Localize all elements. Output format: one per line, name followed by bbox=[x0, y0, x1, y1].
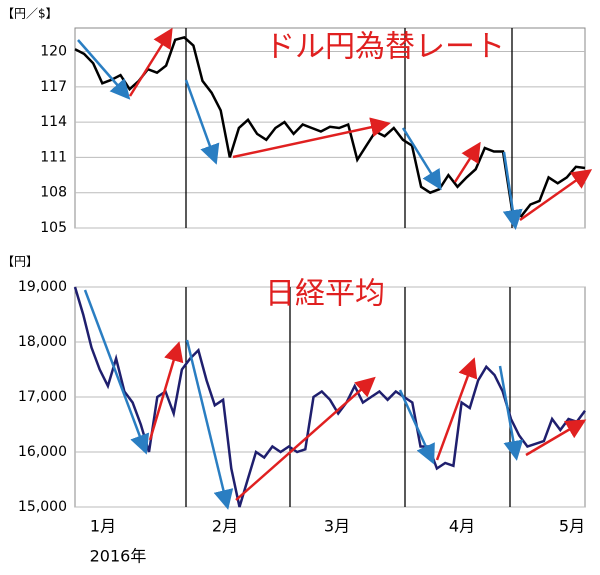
arrow bbox=[232, 117, 391, 159]
y-axis-label: 【円／$】 bbox=[2, 7, 58, 21]
y-tick-label: 15,000 bbox=[18, 499, 67, 515]
y-tick-label: 105 bbox=[40, 220, 67, 236]
arrow bbox=[184, 79, 220, 165]
arrow bbox=[148, 341, 184, 441]
arrow bbox=[502, 151, 523, 230]
y-tick-label: 16,000 bbox=[18, 444, 67, 460]
arrow bbox=[453, 141, 481, 183]
arrow bbox=[519, 169, 593, 222]
x-tick-label: 1月 bbox=[90, 517, 116, 536]
arrow bbox=[185, 339, 234, 510]
y-tick-label: 108 bbox=[40, 185, 67, 201]
y-axis-label: 【円】 bbox=[2, 255, 38, 269]
arrow bbox=[235, 376, 376, 501]
data-line bbox=[73, 286, 587, 508]
y-tick-label: 18,000 bbox=[18, 334, 67, 350]
y-tick-label: 19,000 bbox=[18, 279, 67, 295]
chart-title: 日経平均 bbox=[265, 277, 385, 312]
arrow bbox=[401, 127, 442, 191]
arrow bbox=[398, 389, 435, 465]
x-tick-label: 3月 bbox=[324, 517, 350, 536]
arrow bbox=[498, 365, 524, 461]
trend-arrows bbox=[77, 27, 593, 510]
y-tick-label: 111 bbox=[40, 149, 67, 165]
x-axis-title: 2016年 bbox=[90, 547, 147, 566]
plots: 105 108 111 114 117 120 【円／$】ドル円為替レート 15,000 16,… bbox=[2, 7, 587, 566]
arrow bbox=[435, 357, 478, 461]
arrow bbox=[128, 27, 173, 97]
y-tick-label: 17,000 bbox=[18, 389, 67, 405]
y-tick-label: 120 bbox=[40, 44, 67, 60]
arrow bbox=[83, 289, 150, 455]
y-tick-label: 117 bbox=[40, 79, 67, 95]
x-tick-label: 2月 bbox=[212, 517, 238, 536]
x-tick-label: 5月 bbox=[559, 517, 585, 536]
y-tick-label: 114 bbox=[40, 114, 67, 130]
arrow bbox=[77, 39, 131, 100]
data-line bbox=[74, 36, 586, 218]
chart-title: ドル円為替レート bbox=[265, 30, 505, 65]
x-tick-label: 4月 bbox=[449, 517, 475, 536]
arrow bbox=[525, 419, 587, 457]
